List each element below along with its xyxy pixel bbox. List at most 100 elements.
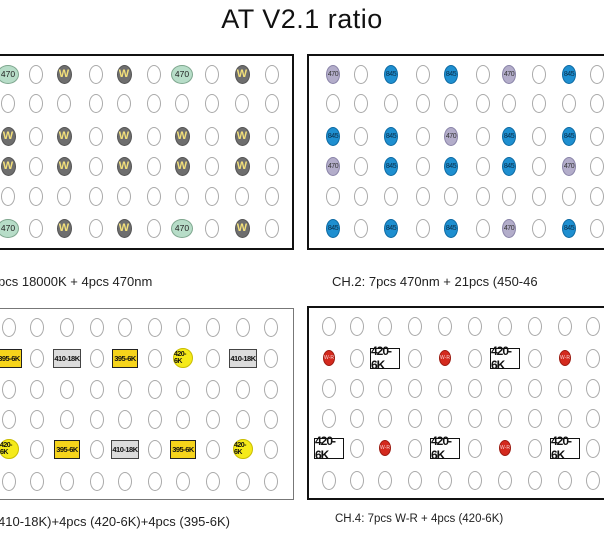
led-470: 470 <box>0 64 19 84</box>
empty-led-slot <box>476 93 490 113</box>
led-845: 845 <box>502 126 516 146</box>
empty-led-slot <box>558 378 572 398</box>
empty-led-slot <box>476 64 490 84</box>
empty-led-slot <box>205 186 219 206</box>
empty-led-slot <box>206 379 220 399</box>
led-w-r: W-R <box>379 440 391 456</box>
empty-led-slot <box>265 126 279 146</box>
led-w: W <box>234 126 250 146</box>
empty-led-slot <box>532 156 546 176</box>
empty-led-slot <box>57 186 71 206</box>
empty-led-slot <box>590 156 604 176</box>
empty-led-slot <box>438 316 452 336</box>
empty-led-slot <box>502 186 516 206</box>
empty-led-slot <box>205 93 219 113</box>
empty-led-slot <box>444 93 458 113</box>
led-845: 845 <box>444 156 458 176</box>
led-w: W <box>116 64 132 84</box>
empty-led-slot <box>590 186 604 206</box>
empty-led-slot <box>117 186 131 206</box>
empty-led-slot <box>29 64 43 84</box>
empty-led-slot <box>29 186 43 206</box>
empty-led-slot <box>2 471 16 491</box>
empty-led-slot <box>236 471 250 491</box>
led-395-6k: 395-6K <box>54 439 80 459</box>
empty-led-slot <box>205 64 219 84</box>
empty-led-slot <box>175 186 189 206</box>
empty-led-slot <box>408 438 422 458</box>
led-845: 845 <box>326 126 340 146</box>
led-w: W <box>234 218 250 238</box>
empty-led-slot <box>322 470 336 490</box>
led-420-6k: 420-6K <box>173 348 193 368</box>
empty-led-slot <box>532 218 546 238</box>
empty-led-slot <box>148 348 162 368</box>
led-395-6k: 395-6K <box>0 348 22 368</box>
empty-led-slot <box>476 186 490 206</box>
empty-led-slot <box>408 316 422 336</box>
empty-led-slot <box>90 439 104 459</box>
empty-led-slot <box>89 156 103 176</box>
led-w: W <box>174 126 190 146</box>
empty-led-slot <box>264 439 278 459</box>
led-845: 845 <box>562 218 576 238</box>
empty-led-slot <box>205 156 219 176</box>
empty-led-slot <box>416 218 430 238</box>
led-395-6k: 395-6K <box>170 439 196 459</box>
led-410-18k: 410-18K <box>111 439 139 459</box>
empty-led-slot <box>205 218 219 238</box>
led-410-18k: 410-18K <box>53 348 81 368</box>
led-470: 470 <box>326 156 340 176</box>
empty-led-slot <box>322 408 336 428</box>
empty-led-slot <box>90 409 104 429</box>
empty-led-slot <box>528 438 542 458</box>
empty-led-slot <box>148 439 162 459</box>
panel-ch1-led-grid: 470 W W 470 W W W W W W W W W W W 470 W W 470 W <box>0 54 294 250</box>
empty-led-slot <box>562 93 576 113</box>
diagram-title: AT V2.1 ratio <box>221 4 383 34</box>
empty-led-slot <box>590 218 604 238</box>
empty-led-slot <box>264 348 278 368</box>
led-420-6k: 420-6K <box>550 434 580 462</box>
led-410-18k: 410-18K <box>229 348 257 368</box>
empty-led-slot <box>118 471 132 491</box>
panel-ch2-led-grid: 470 845 845 470 845 845 845 470 845 845 470 845 845 8… <box>307 54 604 250</box>
led-420-6k: 420-6K <box>314 434 344 462</box>
led-w: W <box>116 218 132 238</box>
empty-led-slot <box>476 218 490 238</box>
empty-led-slot <box>498 408 512 428</box>
empty-led-slot <box>176 409 190 429</box>
led-845: 845 <box>562 126 576 146</box>
empty-led-slot <box>532 186 546 206</box>
led-845: 845 <box>384 64 398 84</box>
led-w: W <box>56 126 72 146</box>
empty-led-slot <box>57 93 71 113</box>
empty-led-slot <box>498 378 512 398</box>
empty-led-slot <box>408 408 422 428</box>
empty-led-slot <box>532 64 546 84</box>
empty-led-slot <box>175 93 189 113</box>
empty-led-slot <box>326 93 340 113</box>
empty-led-slot <box>264 471 278 491</box>
empty-led-slot <box>350 348 364 368</box>
empty-led-slot <box>90 379 104 399</box>
empty-led-slot <box>30 409 44 429</box>
empty-led-slot <box>354 126 368 146</box>
empty-led-slot <box>350 316 364 336</box>
empty-led-slot <box>205 126 219 146</box>
empty-led-slot <box>416 93 430 113</box>
empty-led-slot <box>438 470 452 490</box>
empty-led-slot <box>176 379 190 399</box>
empty-led-slot <box>265 156 279 176</box>
empty-led-slot <box>89 126 103 146</box>
led-845: 845 <box>384 218 398 238</box>
empty-led-slot <box>590 93 604 113</box>
empty-led-slot <box>264 379 278 399</box>
led-845: 845 <box>444 64 458 84</box>
led-w: W <box>56 64 72 84</box>
empty-led-slot <box>384 186 398 206</box>
empty-led-slot <box>118 317 132 337</box>
empty-led-slot <box>498 470 512 490</box>
empty-led-slot <box>562 186 576 206</box>
empty-led-slot <box>90 348 104 368</box>
